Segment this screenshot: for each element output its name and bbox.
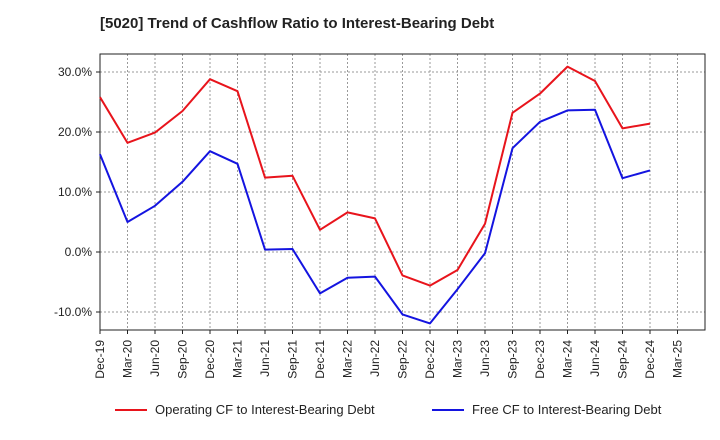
- x-tick-label: Sep-21: [286, 340, 300, 379]
- x-tick-label: Dec-21: [313, 340, 327, 379]
- legend-label: Free CF to Interest-Bearing Debt: [472, 402, 662, 417]
- x-tick-label: Sep-20: [176, 340, 190, 379]
- grid-lines: [100, 54, 705, 330]
- x-axis: Dec-19 Mar-20 Jun-20 Sep-20 Dec-20 Mar-21 Jun-…: [93, 330, 685, 379]
- x-tick-label: Sep-23: [506, 340, 520, 379]
- x-tick-label: Dec-24: [643, 340, 657, 379]
- x-tick-label: Dec-23: [533, 340, 547, 379]
- legend-label: Operating CF to Interest-Bearing Debt: [155, 402, 375, 417]
- x-tick-label: Mar-20: [121, 340, 135, 378]
- chart-title: [5020] Trend of Cashflow Ratio to Intere…: [100, 15, 495, 32]
- x-tick-label: Mar-22: [341, 340, 355, 378]
- x-tick-label: Jun-23: [478, 340, 492, 377]
- x-tick-label: Mar-21: [231, 340, 245, 378]
- y-axis: 30.0% 20.0% 10.0% 0.0% -10.0%: [54, 65, 100, 319]
- y-tick-label: 0.0%: [65, 245, 93, 259]
- x-tick-label: Dec-19: [93, 340, 107, 379]
- y-tick-label: -10.0%: [54, 305, 92, 319]
- y-tick-label: 20.0%: [58, 125, 92, 139]
- x-tick-label: Sep-24: [616, 340, 630, 379]
- y-tick-label: 30.0%: [58, 65, 92, 79]
- legend: Operating CF to Interest-Bearing Debt Fre…: [115, 402, 662, 417]
- x-tick-label: Sep-22: [396, 340, 410, 379]
- x-tick-label: Dec-22: [423, 340, 437, 379]
- x-tick-label: Mar-23: [451, 340, 465, 378]
- x-tick-label: Jun-24: [588, 340, 602, 377]
- series-lines: [99, 65, 651, 325]
- x-tick-label: Jun-22: [368, 340, 382, 377]
- x-tick-label: Dec-20: [203, 340, 217, 379]
- x-tick-label: Jun-21: [258, 340, 272, 377]
- x-tick-label: Mar-24: [561, 340, 575, 378]
- x-tick-label: Mar-25: [671, 340, 685, 378]
- y-tick-label: 10.0%: [58, 185, 92, 199]
- x-tick-label: Jun-20: [148, 340, 162, 377]
